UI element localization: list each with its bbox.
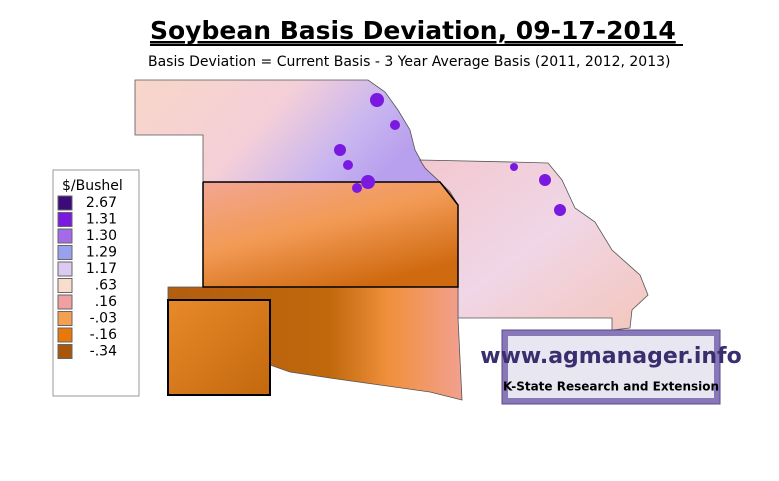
- title: Soybean Basis Deviation, 09-17-2014: [150, 16, 676, 45]
- legend-label: -.34: [90, 344, 117, 360]
- legend-label: .63: [95, 278, 117, 294]
- ks-border: [202, 181, 459, 288]
- legend: $/Bushel 2.671.311.301.291.17.63.16-.03-…: [52, 169, 140, 397]
- legend-label: 1.17: [86, 261, 117, 277]
- legend-label: 1.31: [86, 212, 117, 228]
- missouri: [419, 159, 649, 331]
- legend-swatch: [57, 344, 73, 359]
- logo-url: www.agmanager.info: [480, 344, 741, 369]
- nebraska: [134, 79, 442, 183]
- subtitle: Basis Deviation = Current Basis - 3 Year…: [148, 54, 670, 70]
- legend-title: $/Bushel: [62, 178, 123, 194]
- kansas: [202, 181, 459, 288]
- logo-panel: [508, 336, 714, 398]
- legend-swatch: [57, 294, 73, 310]
- legend-swatch: [57, 278, 73, 293]
- legend-swatch: [57, 228, 73, 244]
- legend-label: -.16: [90, 327, 117, 343]
- legend-swatch: [57, 212, 73, 227]
- legend-swatch: [57, 195, 73, 211]
- legend-swatch: [57, 261, 73, 277]
- logo-caption: K-State Research and Extension: [503, 380, 719, 394]
- legend-swatch: [57, 327, 73, 343]
- texas-panhandle: [167, 299, 271, 396]
- legend-label: .16: [95, 294, 117, 310]
- legend-label: 2.67: [86, 195, 117, 211]
- legend-label: -.03: [90, 311, 117, 327]
- legend-swatch: [57, 245, 73, 260]
- map: [134, 79, 649, 401]
- logo: www.agmanager.info K-State Research and …: [480, 329, 742, 405]
- legend-label: 1.29: [86, 245, 117, 261]
- legend-swatch: [57, 311, 73, 326]
- purple-spots: [334, 93, 566, 216]
- legend-label: 1.30: [86, 228, 117, 244]
